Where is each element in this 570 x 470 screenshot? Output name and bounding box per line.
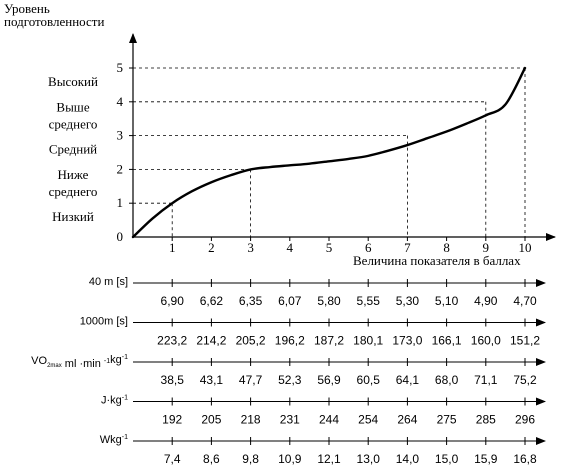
scale-4-value-6: 254 [358, 413, 378, 427]
x-tick-label-4: 4 [287, 240, 294, 255]
scale-1-value-9: 4,90 [474, 294, 498, 308]
x-tick-label-9: 9 [483, 240, 490, 255]
x-axis-title: Величина показателя в баллах [353, 253, 521, 268]
scale-2-value-2: 214,2 [196, 334, 226, 348]
y-axis-title-line-2: подготовленности [4, 14, 104, 29]
scale-4-value-9: 285 [476, 413, 496, 427]
scale-5-value-4: 10,9 [278, 452, 302, 466]
scale-4-value-3: 218 [241, 413, 261, 427]
level-label-3-line-1: Средний [49, 142, 97, 157]
scale-4-value-8: 275 [437, 413, 457, 427]
x-tick-label-2: 2 [208, 240, 215, 255]
scale-1-value-4: 6,07 [278, 294, 302, 308]
scale-row-5: Wkg-1 7,4 8,6 9,8 10,9 12,1 13,0 14,0 15,0 15,9 16… [100, 434, 546, 466]
scale-2-value-1: 223,2 [157, 334, 187, 348]
level-labels: Высокий Выше среднего Средний Ниже среднего Ни… [48, 74, 98, 224]
scale-2-value-8: 166,1 [432, 334, 462, 348]
scale-label-5: Wkg-1 [100, 434, 128, 446]
scale-2-value-9: 160,0 [471, 334, 501, 348]
x-tick-label-7: 7 [404, 240, 411, 255]
y-tick-label-3: 3 [117, 128, 124, 143]
scale-4-value-4: 231 [280, 413, 300, 427]
scale-label-2: 1000m [s] [80, 316, 128, 328]
scale-row-3: VO2max ml ·min -1kg-1 38,5 43,1 47,7 52,3 56,… [31, 354, 546, 387]
scale-5-value-5: 12,1 [317, 452, 341, 466]
scale-2-value-7: 173,0 [392, 334, 422, 348]
y-tick-label-5: 5 [117, 60, 124, 75]
scale-5-value-3: 9,8 [242, 452, 259, 466]
scale-1-value-7: 5,30 [396, 294, 420, 308]
scale-4-value-10: 296 [515, 413, 535, 427]
scale-row-2: 1000m [s] 223,2 214,2 205,2 196,2 187,2 180,1 1… [80, 316, 546, 348]
series-line [131, 66, 527, 239]
x-tick-label-1: 1 [169, 240, 176, 255]
y-tick-label-1: 1 [117, 195, 124, 210]
scale-4-value-2: 205 [201, 413, 221, 427]
scale-row-4: J·kg-1 192 205 218 231 244 254 264 275 285 296 [101, 395, 546, 427]
scale-2-value-3: 205,2 [236, 334, 266, 348]
scale-3-value-6: 60,5 [357, 373, 381, 387]
scale-1-value-10: 4,70 [513, 294, 537, 308]
scale-5-value-8: 15,0 [435, 452, 459, 466]
scale-5-value-10: 16,8 [513, 452, 537, 466]
scale-5-value-9: 15,9 [474, 452, 498, 466]
level-label-5-line-1: Низкий [52, 209, 94, 224]
scale-3-value-7: 64,1 [396, 373, 420, 387]
scale-3-value-3: 47,7 [239, 373, 263, 387]
x-tick-label-10: 10 [519, 240, 532, 255]
scale-5-value-1: 7,4 [164, 452, 181, 466]
scale-1-value-6: 5,55 [357, 294, 381, 308]
scale-label-4: J·kg-1 [101, 395, 128, 407]
scale-4-value-1: 192 [162, 413, 182, 427]
scale-5-value-6: 13,0 [357, 452, 381, 466]
scale-row-1: 40 m [s] 6,90 6,62 6,35 6,07 5,80 5,55 5,30 5,10… [89, 276, 546, 308]
level-label-2-line-1: Выше [56, 99, 89, 114]
scale-4-value-5: 244 [319, 413, 339, 427]
scale-3-value-10: 75,2 [513, 373, 537, 387]
x-tick-label-8: 8 [443, 240, 450, 255]
level-label-2-line-2: среднего [49, 116, 98, 131]
scale-2-value-6: 180,1 [353, 334, 383, 348]
y-axis-title-line-1: Уровень [4, 1, 50, 16]
level-label-1-line-1: Высокий [48, 74, 98, 89]
scale-3-value-4: 52,3 [278, 373, 302, 387]
scale-3-value-2: 43,1 [200, 373, 224, 387]
scale-5-value-2: 8,6 [203, 452, 220, 466]
x-tick-label-3: 3 [247, 240, 254, 255]
guide-lines [133, 67, 526, 237]
curve-layer [131, 66, 527, 239]
scale-3-value-9: 71,1 [474, 373, 498, 387]
scale-3-value-8: 68,0 [435, 373, 459, 387]
x-tick-label-5: 5 [326, 240, 333, 255]
scale-3-value-5: 56,9 [317, 373, 341, 387]
scale-2-value-5: 187,2 [314, 334, 344, 348]
scale-4-value-7: 264 [397, 413, 417, 427]
level-label-4-line-1: Ниже [58, 167, 89, 182]
scale-label-1: 40 m [s] [89, 276, 128, 288]
scale-2-value-4: 196,2 [275, 334, 305, 348]
scale-3-value-1: 38,5 [161, 373, 185, 387]
y-tick-label-4: 4 [117, 94, 124, 109]
scale-1-value-3: 6,35 [239, 294, 263, 308]
scale-label-3: VO2max ml ·min -1kg-1 [31, 354, 128, 370]
scale-2-value-10: 151,2 [510, 334, 540, 348]
scale-1-value-1: 6,90 [161, 294, 185, 308]
scale-1-value-8: 5,10 [435, 294, 459, 308]
scale-1-value-2: 6,62 [200, 294, 224, 308]
conversion-scales: 40 m [s] 6,90 6,62 6,35 6,07 5,80 5,55 5,30 5,10… [31, 276, 546, 466]
level-label-4-line-2: среднего [49, 184, 98, 199]
scale-1-value-5: 5,80 [317, 294, 341, 308]
y-tick-label-2: 2 [117, 161, 124, 176]
x-ticks: 1 2 3 4 5 6 7 8 9 10 [169, 237, 532, 255]
y-ticks: 0 1 2 3 4 5 [117, 60, 133, 244]
scale-5-value-7: 14,0 [396, 452, 420, 466]
x-tick-label-6: 6 [365, 240, 372, 255]
origin-label: 0 [117, 229, 124, 244]
